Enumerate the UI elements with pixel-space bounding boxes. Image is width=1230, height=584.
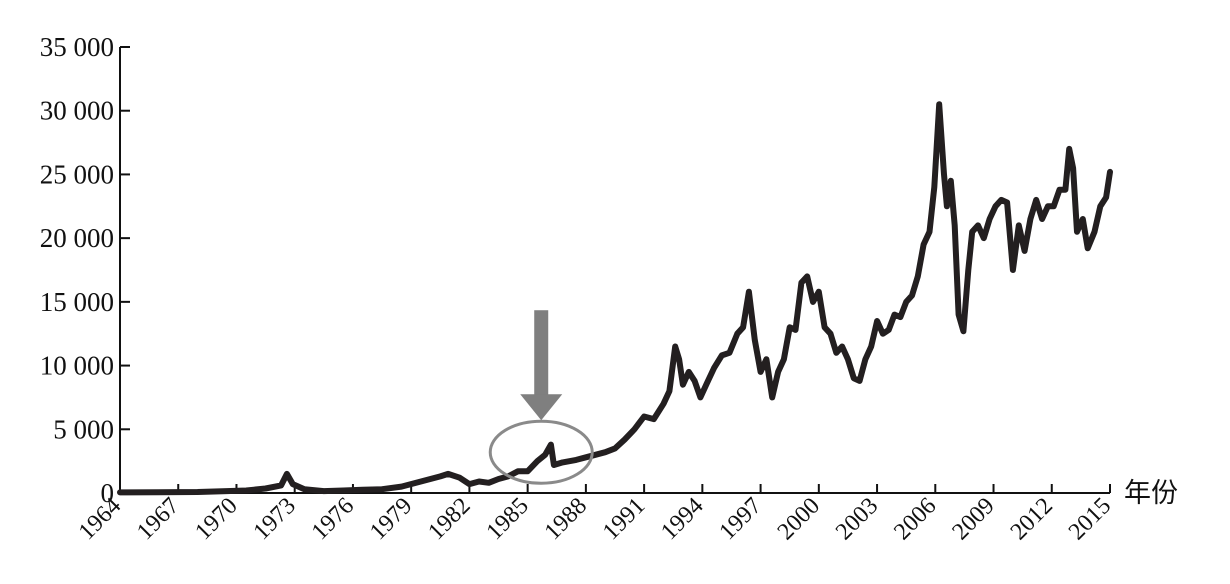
y-tick-label: 25 000 [40,159,114,189]
arrow-down-icon [520,394,563,421]
x-tick-label: 1988 [540,493,592,545]
x-tick-label: 1970 [190,493,242,545]
y-tick-label: 0 [101,478,115,508]
y-tick-label: 5 000 [53,414,114,444]
x-axis-title: 年份 [1124,478,1178,509]
x-tick-label: 2012 [1006,493,1058,545]
y-axis: 0 5 000 10 000 15 000 20 000 25 000 30 000 35 0… [40,32,130,508]
x-tick-label: 1967 [132,493,184,545]
y-tick-label: 15 000 [40,287,114,317]
y-tick-label: 20 000 [40,223,114,253]
x-tick-label: 2015 [1064,493,1116,545]
x-tick-label: 1982 [423,493,475,545]
x-tick-label: 2000 [773,493,825,545]
x-tick-label: 1973 [249,493,301,545]
x-tick-label: 1979 [365,493,417,545]
series-group [117,101,1113,496]
arrow-shaft [534,310,549,397]
y-tick-label: 30 000 [40,96,114,126]
series-line [117,101,1113,496]
x-tick-label: 1997 [715,493,767,545]
x-tick-label: 1994 [656,493,708,545]
x-tick-label: 1976 [307,493,359,545]
x-tick-label: 1964 [74,493,126,545]
x-tick-label: 2009 [947,493,999,545]
highlight-circle [488,419,594,485]
x-tick-label: 2003 [831,493,883,545]
x-tick-label: 2006 [889,493,941,545]
annotation-group [488,310,594,485]
x-tick-label: 1985 [482,493,534,545]
y-tick-label: 35 000 [40,32,114,62]
x-tick-label: 1991 [598,493,650,545]
y-tick-label: 10 000 [40,351,114,381]
